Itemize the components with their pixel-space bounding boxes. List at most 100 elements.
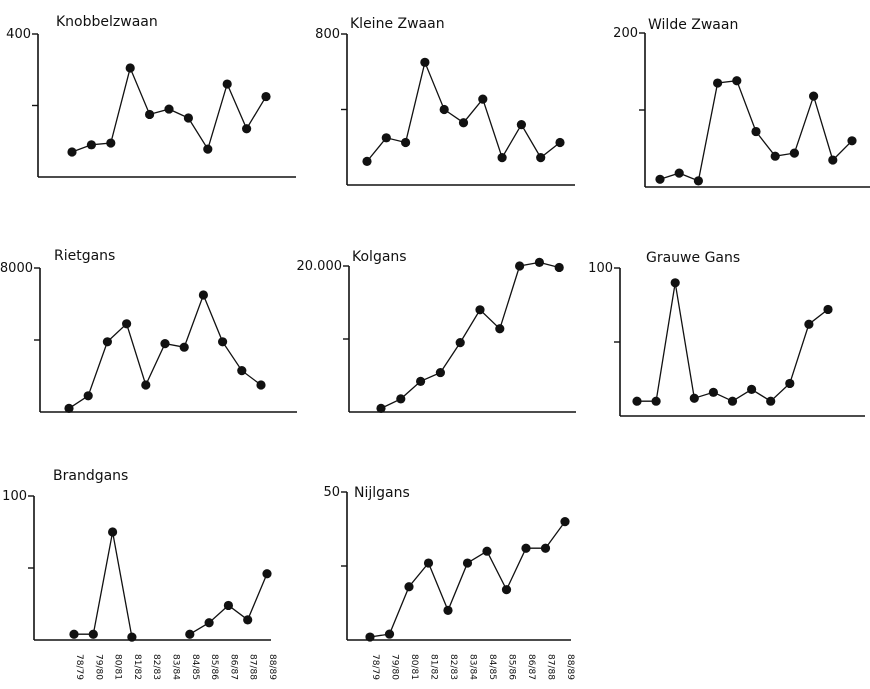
- x-tick-label: 81/82: [429, 654, 439, 680]
- x-tick-label: 81/82: [132, 654, 142, 680]
- panel-grauwe-gans: 100 Grauwe Gans: [588, 250, 865, 417]
- data-point: [443, 605, 453, 616]
- data-point: [141, 380, 151, 390]
- data-point: [243, 615, 253, 625]
- data-point: [439, 104, 449, 115]
- data-point: [789, 148, 800, 158]
- data-point: [261, 91, 271, 102]
- data-point: [384, 629, 395, 639]
- data-point: [515, 261, 525, 271]
- data-point: [376, 403, 386, 413]
- y-tick-label: 50: [323, 485, 340, 500]
- data-point: [237, 366, 247, 376]
- data-point: [766, 396, 776, 406]
- data-point: [203, 144, 213, 154]
- data-point: [751, 126, 761, 137]
- data-point: [145, 109, 155, 120]
- data-point: [67, 147, 77, 157]
- data-point: [256, 380, 266, 390]
- x-tick-label: 86/87: [228, 654, 238, 680]
- data-point: [365, 632, 375, 642]
- data-point: [670, 278, 680, 288]
- data-point: [435, 367, 445, 378]
- data-point: [462, 558, 473, 568]
- x-tick-label: 83/84: [468, 654, 478, 680]
- data-point: [521, 543, 531, 553]
- data-point: [708, 387, 719, 397]
- data-point: [747, 384, 757, 394]
- data-point: [828, 155, 838, 165]
- data-point: [416, 376, 426, 386]
- data-point: [125, 63, 135, 73]
- x-tick-label: 82/83: [151, 654, 161, 680]
- x-tick-label: 79/80: [93, 654, 103, 680]
- data-point: [455, 338, 465, 348]
- x-tick-label: 87/88: [248, 654, 258, 680]
- panel-nijlgans: 50 Nijlgans 78/79 79/80 80/81 81/82 82/83 83/84…: [323, 485, 575, 680]
- x-tick-label: 84/85: [190, 654, 200, 680]
- x-tick-label: 84/85: [487, 654, 497, 680]
- data-point: [83, 391, 93, 401]
- y-tick-label: 200: [613, 26, 638, 41]
- data-point: [381, 133, 391, 143]
- x-tick-label: 82/83: [448, 654, 458, 680]
- data-point: [122, 319, 132, 329]
- data-point: [674, 168, 684, 178]
- data-point: [554, 262, 564, 273]
- data-point: [420, 57, 430, 67]
- data-point: [655, 174, 665, 184]
- data-point: [64, 403, 74, 413]
- x-tick-label: 88/89: [565, 654, 575, 680]
- data-point: [362, 156, 372, 167]
- data-point: [536, 153, 546, 163]
- data-point: [727, 396, 738, 406]
- data-point: [516, 120, 527, 130]
- data-point: [482, 546, 492, 556]
- data-point: [102, 337, 112, 347]
- data-point: [732, 76, 742, 86]
- data-point: [198, 290, 208, 300]
- data-point: [88, 629, 98, 639]
- data-point: [651, 396, 661, 406]
- y-tick-label: 8000: [0, 261, 33, 276]
- panel-kleine-zwaan: 800 Kleine Zwaan: [315, 16, 575, 186]
- data-point: [404, 582, 414, 592]
- data-point: [106, 138, 116, 148]
- series-line: [637, 282, 829, 403]
- data-point: [69, 629, 79, 639]
- x-tick-label: 86/87: [526, 654, 536, 680]
- panel-title: Kleine Zwaan: [350, 16, 445, 32]
- series-line: [74, 531, 268, 638]
- data-point: [501, 585, 512, 595]
- series-line: [68, 293, 262, 409]
- data-point: [423, 558, 434, 568]
- data-point: [458, 118, 469, 128]
- x-tick-label: 80/81: [409, 654, 419, 680]
- x-tick-label: 85/86: [507, 654, 517, 680]
- x-tick-label: 78/79: [370, 654, 380, 680]
- panel-title: Kolgans: [352, 249, 407, 265]
- y-tick-label: 20.000: [297, 259, 343, 274]
- x-tick-label: 85/86: [209, 654, 219, 680]
- data-point: [218, 337, 228, 347]
- y-tick-label: 100: [2, 489, 27, 504]
- panel-title: Wilde Zwaan: [648, 17, 738, 33]
- data-point: [478, 94, 488, 104]
- data-point: [401, 137, 411, 148]
- data-point: [809, 91, 819, 101]
- data-point: [534, 257, 545, 267]
- panel-title: Grauwe Gans: [646, 250, 740, 266]
- data-point: [204, 618, 214, 628]
- data-point: [497, 153, 507, 163]
- data-point: [475, 305, 485, 315]
- y-tick-label: 800: [315, 27, 340, 42]
- data-point: [693, 176, 704, 186]
- data-point: [183, 113, 193, 123]
- data-point: [555, 137, 565, 148]
- data-point: [847, 136, 857, 146]
- x-tick-label: 87/88: [546, 654, 556, 680]
- data-point: [160, 339, 170, 349]
- x-tick-label: 80/81: [113, 654, 123, 680]
- data-point: [540, 543, 551, 553]
